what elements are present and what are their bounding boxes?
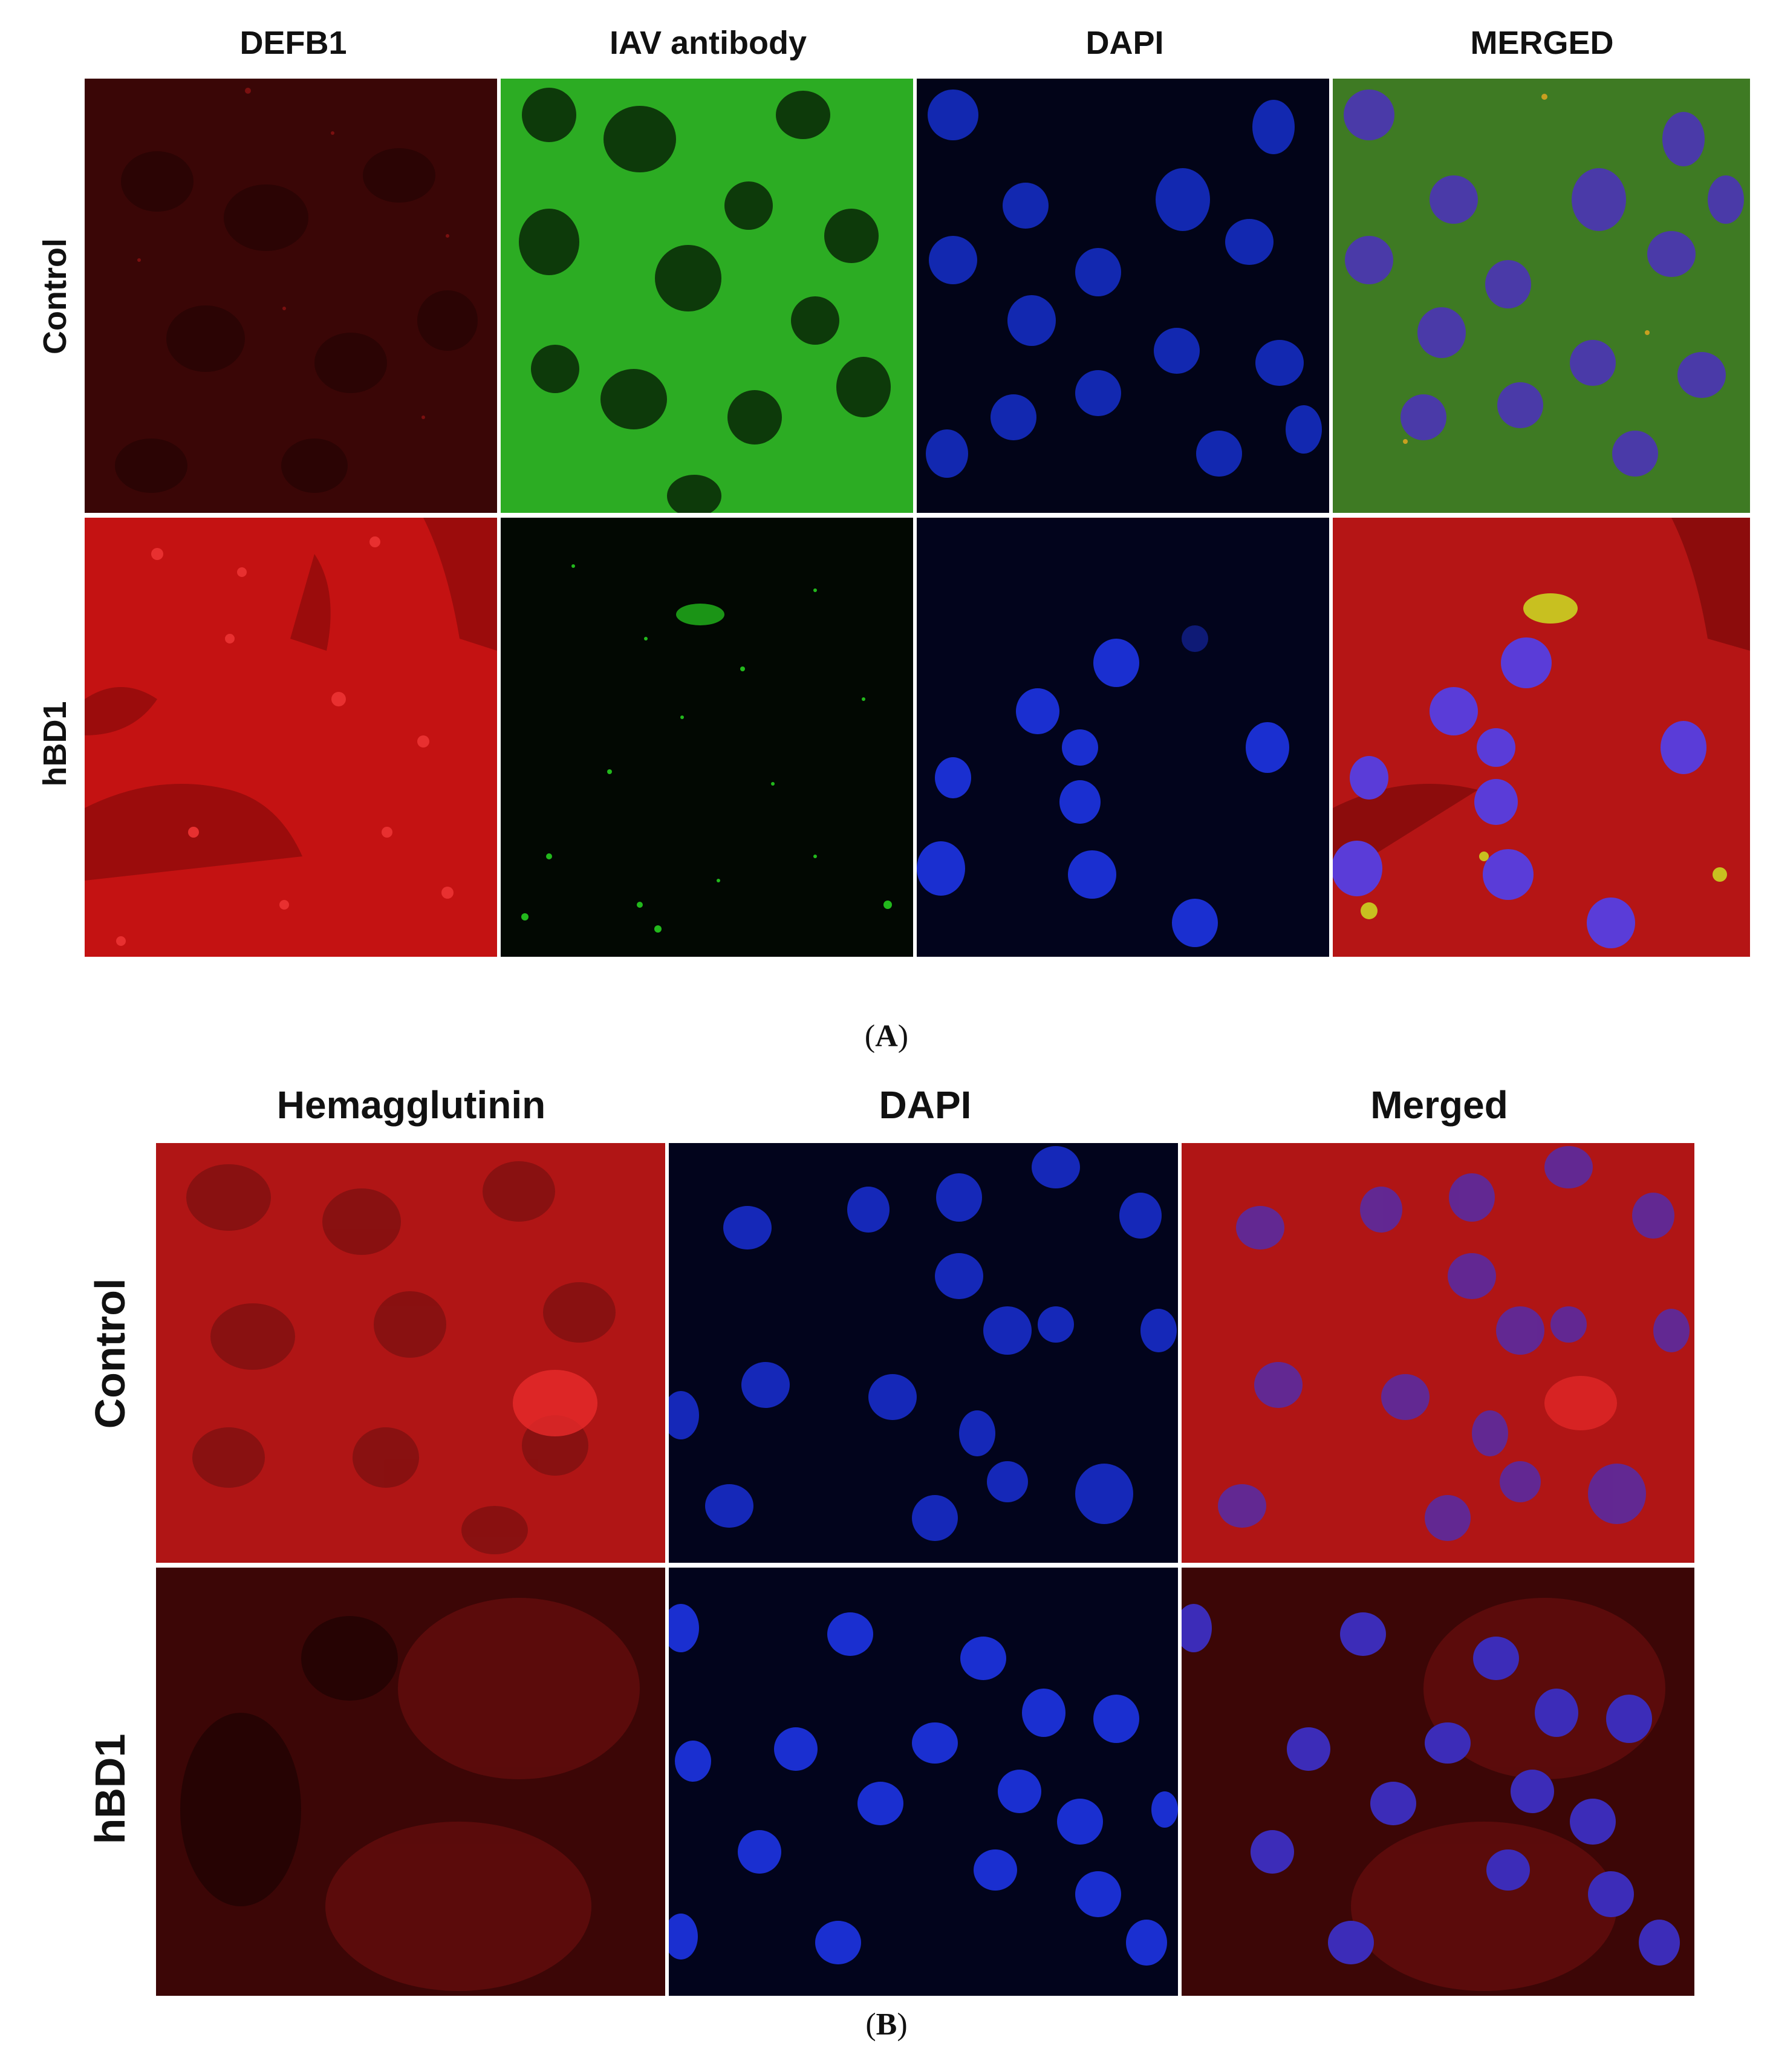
micrograph-control-merged (1333, 79, 1750, 513)
figure-a-panel-control-defb1 (85, 79, 497, 513)
figure-a-panel-hbd1-dapi (917, 518, 1329, 957)
micrograph-control-dapi (917, 79, 1329, 513)
figure-b-column-header-hemagglutinin: Hemagglutinin (276, 1083, 546, 1127)
figure-a-column-header-defb1: DEFB1 (239, 25, 347, 61)
micrograph-hbd1-merged-b (1182, 1568, 1694, 1996)
figure-a-caption-letter: A (875, 1019, 898, 1054)
figure-a-column-header-merged: MERGED (1470, 25, 1614, 61)
figure-b-row-label-control: Control (86, 1278, 134, 1429)
figure-b-caption: (B) (865, 2007, 908, 2042)
micrograph-hbd1-dapi (917, 518, 1329, 957)
micrograph-control-defb1 (85, 79, 497, 513)
figure-a-panel-control-merged (1333, 79, 1750, 513)
figure-a-column-header-dapi: DAPI (1085, 25, 1164, 61)
figure-b-row-label-hbd1: hBD1 (86, 1733, 134, 1845)
figure-b-panel-control-dapi (669, 1143, 1178, 1563)
figure-a-panel-control-dapi (917, 79, 1329, 513)
micrograph-hbd1-defb1 (85, 518, 497, 957)
figure-b-panel-control-hemagglutinin (156, 1143, 665, 1563)
figure-b-column-header-dapi: DAPI (879, 1083, 972, 1127)
figure-b-panel-hbd1-hemagglutinin (156, 1568, 665, 1996)
figure-a-row-label-hbd1: hBD1 (37, 701, 73, 787)
figure-b-panel-hbd1-merged (1182, 1568, 1694, 1996)
micrograph-control-dapi-b (669, 1143, 1178, 1563)
micrograph-control-merged-b (1182, 1143, 1694, 1563)
micrograph-hbd1-merged (1333, 518, 1750, 957)
micrograph-hbd1-iav (501, 518, 913, 957)
figure-b-panel-control-merged (1182, 1143, 1694, 1563)
figure-b-caption-letter: B (876, 2007, 897, 2042)
figure-a-panel-hbd1-iav (501, 518, 913, 957)
figure-b-panel-hbd1-dapi (669, 1568, 1178, 1996)
figure-a-column-header-iav-antibody: IAV antibody (609, 25, 807, 61)
figure-a-panel-control-iav (501, 79, 913, 513)
figure-a-panel-hbd1-defb1 (85, 518, 497, 957)
figure-b-column-header-merged: Merged (1370, 1083, 1508, 1127)
micrograph-hbd1-dapi-b (669, 1568, 1178, 1996)
micrograph-hbd1-hemagglutinin (156, 1568, 665, 1996)
figure-a-panel-hbd1-merged (1333, 518, 1750, 957)
figure-a-row-label-control: Control (37, 238, 73, 354)
micrograph-control-hemagglutinin (156, 1143, 665, 1563)
micrograph-control-iav (501, 79, 913, 513)
figure-a-caption: (A) (864, 1019, 909, 1054)
